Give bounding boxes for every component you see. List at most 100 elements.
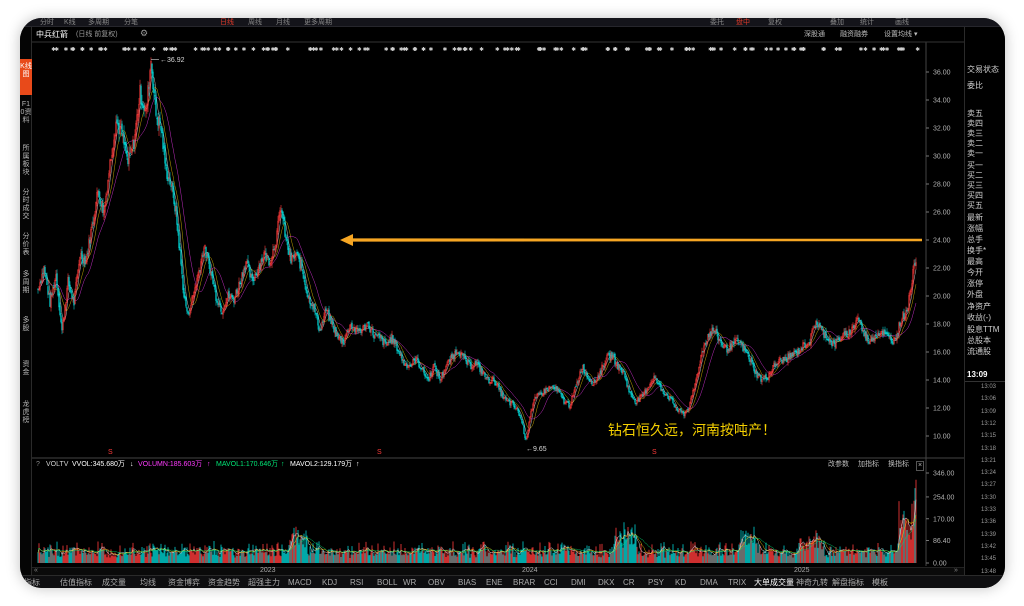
left-tab-sector[interactable]: 所属板块 (22, 145, 30, 176)
candle-body (120, 126, 122, 128)
bottom-tab[interactable]: DKX (598, 578, 615, 587)
candle-body (914, 262, 916, 266)
candle-body (651, 381, 653, 384)
signal-s-marker: S (377, 449, 382, 456)
bottom-tab[interactable]: 模板 (872, 578, 888, 587)
bottom-tab[interactable]: DMI (571, 578, 586, 587)
change-label: 涨幅 (967, 224, 983, 233)
top-tab[interactable]: 多周期 (88, 19, 109, 26)
price-tick-label: 30.00 (933, 154, 951, 161)
scroll-right-icon[interactable]: » (954, 567, 958, 574)
candle-body (882, 330, 884, 336)
bottom-tab[interactable]: 资金趋势 (208, 578, 240, 587)
bottom-tab[interactable]: MACD (288, 578, 312, 587)
bottom-tab[interactable]: BRAR (513, 578, 536, 587)
left-tab-multi-stock[interactable]: 多股 (22, 317, 30, 332)
top-tab[interactable]: K线 (64, 19, 76, 26)
top-tab[interactable]: 分笔 (124, 19, 138, 26)
price-volume-chart[interactable]: ✱ ✱ ✱ ✱ ✱ ✱ ✱ ✱ ✱ ✱ ✱ ✱ ✱ ✱ ✱ ✱ ✱ ✱ ✱ ✱ ✱ ✱ ✱ ✱✱ ✱ ✱ ✱ ✱ ✱ ✱ ✱ ✱ ✱ ✱ ✱ ✱ ✱ ✱ ✱… (20, 18, 1005, 588)
signal-marker: ✱ (193, 46, 198, 53)
left-tab-capital[interactable]: 资金 (22, 361, 30, 376)
bottom-tab[interactable]: 资金博弈 (168, 578, 200, 587)
bottom-tab[interactable]: BIAS (458, 578, 477, 587)
bottom-tab[interactable]: ENE (486, 578, 503, 587)
top-tab[interactable]: 画线 (895, 19, 909, 26)
left-tab-dragon-tiger[interactable]: 龙虎榜 (22, 401, 30, 424)
stock-name[interactable]: 中兵红箭 (36, 30, 68, 39)
signal-marker: ✱ (769, 46, 774, 53)
candle-body (808, 342, 810, 344)
candle-body (38, 289, 40, 291)
top-tab[interactable]: 统计 (860, 19, 874, 26)
candle-body (71, 293, 73, 299)
bottom-tab[interactable]: 解盘指标 (832, 578, 864, 587)
bottom-tab[interactable]: PSY (648, 578, 665, 587)
scroll-left-icon[interactable]: « (34, 567, 38, 574)
candle-body (908, 295, 910, 310)
candle-body (575, 386, 577, 388)
bottom-tab[interactable]: KDJ (322, 578, 338, 587)
close-icon[interactable]: × (916, 461, 925, 471)
bottom-tab[interactable]: RSI (350, 578, 364, 587)
left-tab-ticks[interactable]: 分时成交 (22, 189, 30, 220)
candle-body (842, 333, 844, 338)
bottom-tab[interactable]: 估值指标 (60, 578, 92, 587)
signal-marker: ✱ (123, 46, 128, 53)
indicator-name[interactable]: VOLTV (46, 461, 69, 468)
left-tab-multi-period[interactable]: 多周期 (22, 271, 30, 294)
bottom-tab[interactable]: 成交量 (102, 578, 126, 587)
bottom-tab[interactable]: 大单成交量 (754, 578, 794, 587)
margin-trading-button[interactable]: 融资融券 (840, 31, 868, 38)
top-tab[interactable]: 叠加 (830, 19, 844, 26)
bottom-tab[interactable]: 指标 (24, 578, 40, 587)
bottom-tab[interactable]: 神奇九转 (796, 578, 828, 587)
top-tab-active[interactable]: 日线 (220, 19, 234, 26)
top-tab[interactable]: 周线 (248, 19, 262, 26)
edit-params-button[interactable]: 改参数 (828, 461, 849, 468)
candle-body (148, 87, 150, 89)
top-tab[interactable]: 复权 (768, 19, 782, 26)
indicator-close-icon[interactable]: ? (36, 461, 40, 468)
left-tab-f10[interactable]: F10资料 (20, 101, 32, 124)
change-indicator-button[interactable]: 换指标 (888, 461, 909, 468)
candle-body (850, 333, 852, 335)
candle-body (498, 383, 500, 390)
left-tab-kline[interactable]: K线图 (20, 59, 32, 95)
top-tab[interactable]: 月线 (276, 19, 290, 26)
top-tab[interactable]: 更多周期 (304, 19, 332, 26)
signal-marker: ✱ (732, 46, 737, 53)
top-tab-active[interactable]: 盘中 (736, 19, 750, 26)
bottom-tab[interactable]: 超强主力 (248, 578, 280, 587)
bottom-tab[interactable]: DMA (700, 578, 718, 587)
gear-icon[interactable]: ⚙ (140, 28, 149, 38)
candle-body (208, 255, 210, 264)
candle-body (263, 252, 265, 260)
candle-body (48, 292, 50, 294)
signal-marker: ✱ (555, 46, 560, 53)
time-scrollbar[interactable]: « 2023 2024 2025 » (32, 567, 964, 575)
candle-body (472, 367, 474, 369)
left-tab-price-table[interactable]: 分价表 (22, 233, 30, 256)
candle-body (167, 177, 169, 181)
bottom-tab[interactable]: KD (675, 578, 687, 587)
bottom-tab[interactable]: CCI (544, 578, 558, 587)
candle-body (369, 328, 371, 333)
volume-ma-line (37, 499, 917, 556)
candle-body (128, 152, 130, 164)
ma-settings-button[interactable]: 设置均线 ▾ (884, 31, 918, 38)
hk-connect-button[interactable]: 深股通 (804, 31, 825, 38)
candle-body (125, 142, 127, 154)
bottom-tab[interactable]: CR (623, 578, 635, 587)
candle-body (725, 345, 727, 347)
add-indicator-button[interactable]: 加指标 (858, 461, 879, 468)
bottom-tab[interactable]: TRIX (728, 578, 747, 587)
bottom-tab[interactable]: BOLL (377, 578, 398, 587)
top-tab[interactable]: 委托 (710, 19, 724, 26)
candle-body (730, 343, 732, 350)
bottom-tab[interactable]: WR (403, 578, 417, 587)
candle-body (251, 274, 253, 279)
bottom-tab[interactable]: 均线 (140, 578, 156, 587)
top-tab[interactable]: 分时 (40, 19, 54, 26)
bottom-tab[interactable]: OBV (428, 578, 445, 587)
candle-body (717, 333, 719, 341)
